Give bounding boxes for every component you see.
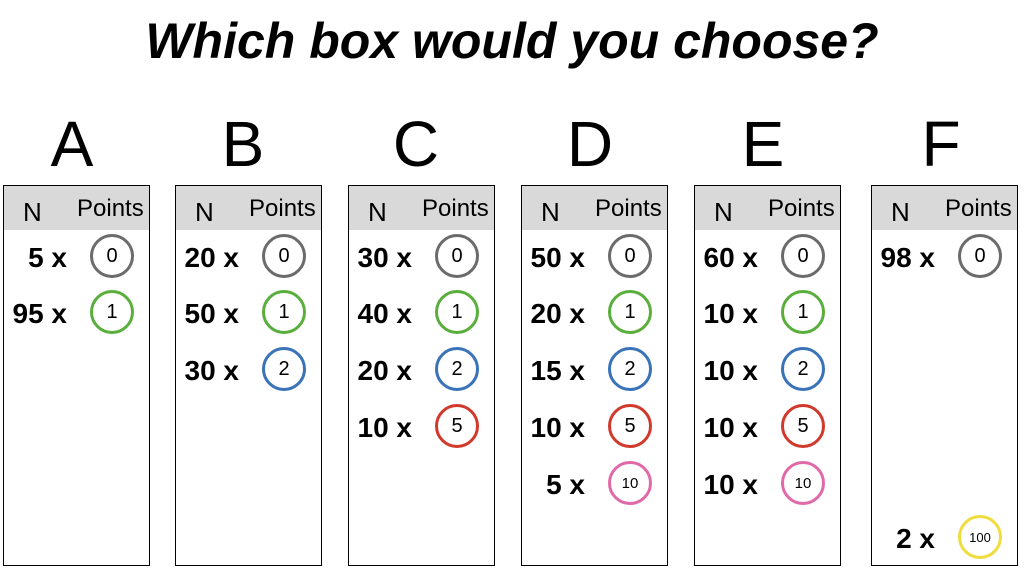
page-title: Which box would you choose? (145, 13, 879, 69)
box-a[interactable]: N Points 5 x 0 95 x 1 (3, 185, 150, 566)
box-header: N Points (349, 186, 494, 230)
row-count: 5 x (546, 469, 585, 500)
header-points: Points (595, 195, 662, 222)
points-circle: 10 (608, 461, 652, 505)
header-points: Points (945, 195, 1012, 222)
box-letter: B (221, 108, 265, 180)
row-count: 2 x (896, 523, 935, 554)
row-count: 10 x (530, 412, 586, 443)
points-circle: 0 (435, 234, 479, 278)
box-row: 20 x 1 (522, 290, 667, 340)
row-count: 10 x (703, 298, 759, 329)
header-points: Points (768, 195, 835, 222)
box-row: 10 x 5 (695, 404, 840, 454)
header-points: Points (249, 195, 316, 222)
row-count: 95 x (12, 298, 68, 329)
box-row: 30 x 0 (349, 234, 494, 284)
header-n: N (23, 197, 42, 227)
points-circle: 2 (262, 347, 306, 391)
box-e[interactable]: N Points 60 x 0 10 x 1 10 x 2 10 x 5 10 x 10 (694, 185, 841, 566)
box-row: 95 x 1 (4, 290, 149, 340)
box-row: 20 x 0 (176, 234, 321, 284)
box-row: 60 x 0 (695, 234, 840, 284)
box-row: 50 x 1 (176, 290, 321, 340)
box-row: 50 x 0 (522, 234, 667, 284)
box-row: 15 x 2 (522, 347, 667, 397)
points-circle: 1 (435, 290, 479, 334)
row-count: 10 x (357, 412, 413, 443)
points-circle: 5 (781, 404, 825, 448)
row-count: 15 x (530, 355, 586, 386)
points-circle: 1 (608, 290, 652, 334)
box-row: 10 x 5 (522, 404, 667, 454)
row-count: 50 x (530, 242, 586, 273)
row-count: 20 x (184, 242, 240, 273)
row-count: 20 x (530, 298, 586, 329)
box-header: N Points (176, 186, 321, 230)
header-n: N (714, 197, 733, 227)
row-count: 40 x (357, 298, 413, 329)
box-b[interactable]: N Points 20 x 0 50 x 1 30 x 2 (175, 185, 322, 566)
row-count: 20 x (357, 355, 413, 386)
points-circle: 1 (262, 290, 306, 334)
box-c[interactable]: N Points 30 x 0 40 x 1 20 x 2 10 x 5 (348, 185, 495, 566)
header-n: N (195, 197, 214, 227)
box-letter: F (921, 108, 961, 180)
box-row: 98 x 0 (872, 234, 1017, 284)
box-header: N Points (872, 186, 1017, 230)
row-count: 10 x (703, 412, 759, 443)
points-circle: 2 (608, 347, 652, 391)
points-circle: 1 (781, 290, 825, 334)
box-letter: C (392, 108, 440, 180)
points-circle: 2 (781, 347, 825, 391)
box-row: 10 x 1 (695, 290, 840, 340)
box-row: 2 x 100 (872, 515, 1017, 565)
points-circle: 10 (781, 461, 825, 505)
box-header: N Points (4, 186, 149, 230)
header-n: N (541, 197, 560, 227)
box-row: 5 x 0 (4, 234, 149, 284)
points-circle: 0 (608, 234, 652, 278)
points-circle: 5 (608, 404, 652, 448)
box-row: 30 x 2 (176, 347, 321, 397)
box-letter: A (50, 108, 94, 180)
points-circle: 0 (958, 234, 1002, 278)
box-header: N Points (695, 186, 840, 230)
points-circle: 0 (262, 234, 306, 278)
points-circle: 1 (90, 290, 134, 334)
header-n: N (891, 197, 910, 227)
row-count: 30 x (184, 355, 240, 386)
row-count: 10 x (703, 355, 759, 386)
points-circle: 0 (781, 234, 825, 278)
row-count: 30 x (357, 242, 413, 273)
header-points: Points (422, 195, 489, 222)
row-count: 98 x (880, 242, 936, 273)
box-row: 5 x 10 (522, 461, 667, 511)
box-letter: D (566, 108, 614, 180)
points-circle: 2 (435, 347, 479, 391)
box-row: 40 x 1 (349, 290, 494, 340)
box-header: N Points (522, 186, 667, 230)
row-count: 5 x (28, 242, 67, 273)
row-count: 60 x (703, 242, 759, 273)
box-row: 10 x 5 (349, 404, 494, 454)
box-letter: E (741, 108, 785, 180)
row-count: 50 x (184, 298, 240, 329)
row-count: 10 x (703, 469, 759, 500)
header-n: N (368, 197, 387, 227)
box-d[interactable]: N Points 50 x 0 20 x 1 15 x 2 10 x 5 5 x 10 (521, 185, 668, 566)
box-row: 10 x 10 (695, 461, 840, 511)
box-row: 10 x 2 (695, 347, 840, 397)
box-f[interactable]: N Points 98 x 0 2 x 100 (871, 185, 1018, 566)
header-points: Points (77, 195, 144, 222)
points-circle: 100 (958, 515, 1002, 559)
points-circle: 0 (90, 234, 134, 278)
box-row: 20 x 2 (349, 347, 494, 397)
points-circle: 5 (435, 404, 479, 448)
